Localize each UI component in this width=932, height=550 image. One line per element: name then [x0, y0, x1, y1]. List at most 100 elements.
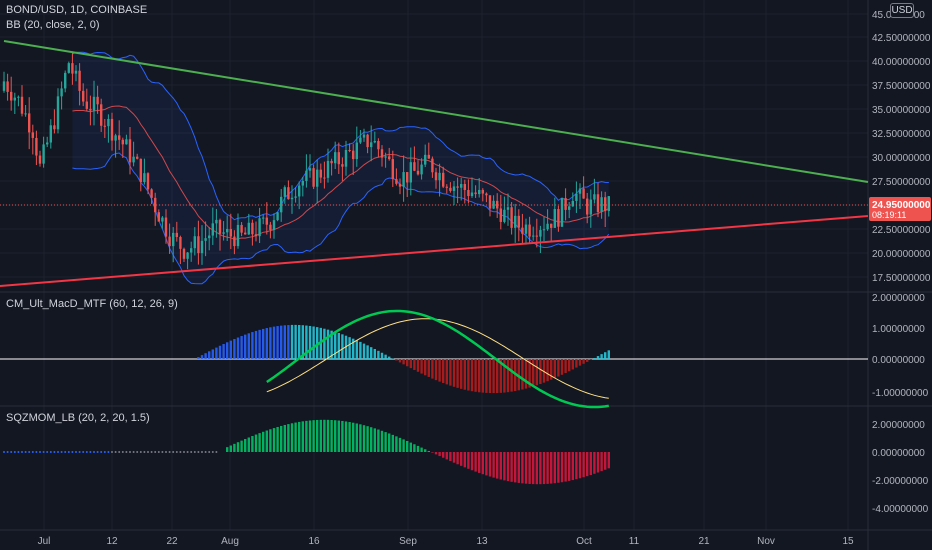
candle-body [179, 237, 182, 249]
candle-body [388, 156, 391, 160]
macd-histogram-bar [499, 359, 502, 393]
squeeze-bar [323, 419, 326, 452]
squeeze-bar [546, 452, 549, 484]
candle-body [373, 140, 376, 143]
squeeze-dot [190, 451, 193, 453]
candle-body [125, 139, 128, 145]
candle-body [402, 172, 405, 187]
candle-body [316, 169, 319, 187]
squeeze-bar [445, 452, 448, 460]
squeeze-dot [165, 451, 167, 453]
squeeze-bar [607, 452, 610, 469]
squeeze-dot [49, 451, 52, 453]
symbol-title[interactable]: BOND/USD, 1D, COINBASE [6, 4, 148, 16]
squeeze-bar [301, 421, 304, 452]
squeeze-bar [575, 452, 578, 480]
macd-histogram-bar [373, 348, 376, 359]
squeeze-dot [42, 451, 45, 453]
candle-body [456, 186, 459, 188]
squeeze-bar [503, 452, 506, 481]
squeeze-bar [589, 452, 592, 475]
candle-body [488, 195, 492, 209]
sqz-indicator-label[interactable]: SQZMOM_LB (20, 2, 20, 1.5) [6, 412, 150, 424]
candle-body [168, 236, 171, 247]
candle-body [10, 91, 13, 101]
squeeze-bar [326, 419, 330, 452]
candle-body [485, 193, 488, 196]
squeeze-bar [568, 452, 571, 481]
squeeze-bar [251, 436, 254, 452]
candle-body [442, 172, 445, 187]
candle-body [71, 63, 74, 74]
macd-histogram-bar [528, 359, 531, 388]
squeeze-dot [6, 451, 9, 453]
squeeze-bar [240, 440, 243, 452]
candle-body [262, 217, 265, 219]
candle-body [582, 188, 585, 199]
macd-histogram-bar [258, 329, 261, 359]
squeeze-bar [478, 452, 481, 473]
candle-body [413, 162, 416, 171]
squeeze-dot [179, 451, 182, 453]
macd-histogram-bar [553, 359, 556, 379]
macd-histogram-bar [344, 335, 348, 359]
macd-histogram-bar [269, 327, 272, 359]
candle-body [506, 207, 510, 210]
currency-badge[interactable]: USD [890, 3, 914, 18]
squeeze-bar [229, 445, 232, 452]
squeeze-bar [456, 452, 459, 465]
squeeze-bar [582, 452, 585, 478]
squeeze-bar [528, 452, 531, 484]
bb-indicator-label[interactable]: BB (20, close, 2, 0) [6, 19, 100, 31]
macd-histogram-bar [578, 359, 582, 366]
squeeze-bar [481, 452, 484, 475]
macd-indicator-label[interactable]: CM_Ult_MacD_MTF (60, 12, 26, 9) [6, 298, 178, 310]
macd-histogram-bar [503, 359, 506, 393]
squeeze-bar [474, 452, 477, 472]
trendlines[interactable] [0, 40, 869, 287]
candle-body [319, 169, 322, 178]
candle-body [46, 142, 49, 145]
squeeze-bar [308, 420, 312, 452]
candle-body [258, 218, 261, 237]
candle-body [586, 198, 589, 215]
squeeze-momentum-pane [3, 419, 610, 485]
candle-body [157, 212, 160, 222]
squeeze-dot [24, 451, 27, 453]
candle-body [272, 220, 276, 230]
candle-body [6, 81, 9, 92]
squeeze-dot [121, 451, 124, 453]
candle-body [56, 96, 60, 130]
macd-histogram-bar [521, 359, 524, 390]
squeeze-dot [118, 451, 121, 453]
candle-body [337, 152, 340, 165]
macd-histogram-bar [604, 352, 607, 359]
squeeze-dot [175, 451, 178, 453]
current-price-tag [869, 197, 931, 221]
candlestick-series[interactable] [2, 51, 610, 270]
candle-body [308, 168, 312, 171]
candle-body [17, 96, 20, 98]
candle-body [164, 217, 168, 237]
macd-histogram-bar [247, 333, 250, 359]
macd-histogram-bar [326, 329, 330, 359]
candle-body [395, 179, 398, 184]
macd-histogram-bar [539, 359, 542, 385]
squeeze-bar [319, 419, 322, 452]
macd-histogram-bar [341, 334, 344, 359]
squeeze-bar [280, 425, 283, 452]
candle-body [341, 164, 344, 167]
macd-histogram-bar [254, 330, 258, 359]
squeeze-dot [132, 451, 135, 453]
bollinger-bands [72, 51, 610, 285]
squeeze-dot [186, 451, 189, 453]
candle-body [326, 160, 330, 178]
candle-body [103, 125, 106, 127]
squeeze-bar [395, 436, 398, 452]
time-tick-label: 21 [698, 536, 710, 547]
candle-body [503, 209, 506, 222]
squeeze-bar [294, 422, 297, 452]
current-price-label: 24.95000000 [872, 200, 931, 211]
squeeze-bar [348, 422, 351, 452]
